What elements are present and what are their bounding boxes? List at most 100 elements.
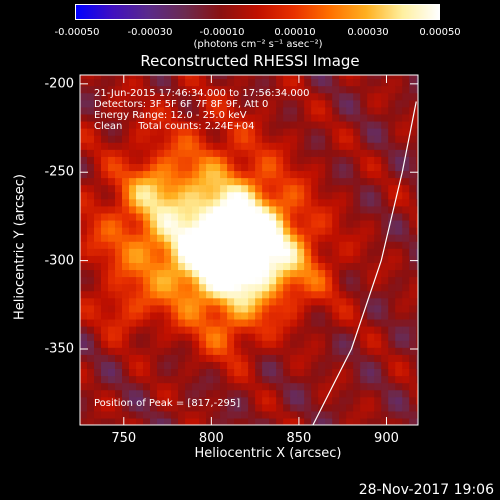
- heatmap-cell: [332, 78, 340, 87]
- heatmap-cell: [360, 276, 368, 285]
- heatmap-cell: [318, 198, 326, 207]
- heatmap-cell: [108, 191, 116, 200]
- heatmap-cell: [311, 106, 319, 115]
- heatmap-cell: [80, 142, 88, 150]
- heatmap-cell: [164, 262, 172, 271]
- counts-annotation: Clean Total counts: 2.24E+04: [94, 121, 255, 132]
- heatmap-cell: [178, 99, 186, 108]
- heatmap-cell: [311, 304, 319, 313]
- heatmap-cell: [227, 347, 235, 355]
- heatmap-cell: [374, 205, 382, 214]
- heatmap-cell: [346, 375, 354, 384]
- heatmap-cell: [199, 163, 207, 172]
- heatmap-cell: [290, 311, 298, 320]
- heatmap-cell: [206, 375, 214, 384]
- heatmap-cell: [248, 382, 256, 391]
- heatmap-cell: [269, 389, 277, 398]
- heatmap-cell: [241, 340, 249, 348]
- heatmap-cell: [416, 106, 418, 115]
- heatmap-cell: [283, 227, 291, 235]
- heatmap-cell: [416, 318, 418, 327]
- heatmap-cell: [101, 417, 109, 425]
- heatmap-cell: [192, 333, 200, 341]
- colorbar: [75, 4, 440, 20]
- heatmap-cell: [297, 255, 305, 263]
- heatmap-cell: [318, 227, 326, 235]
- heatmap-cell: [311, 113, 319, 122]
- heatmap-cell: [332, 269, 340, 278]
- heatmap-cell: [353, 85, 361, 94]
- heatmap-cell: [283, 198, 291, 207]
- heatmap-cell: [269, 368, 277, 377]
- heatmap-cell: [290, 283, 298, 292]
- heatmap-cell: [374, 212, 382, 221]
- heatmap-cell: [122, 184, 130, 193]
- heatmap-cell: [269, 205, 277, 214]
- heatmap-cell: [269, 248, 277, 256]
- heatmap-cell: [248, 354, 256, 362]
- heatmap-cell: [318, 177, 326, 186]
- heatmap-cell: [227, 135, 235, 143]
- heatmap-cell: [332, 396, 340, 405]
- heatmap-cell: [227, 85, 235, 94]
- heatmap-cell: [150, 255, 158, 263]
- heatmap-cell: [290, 340, 298, 348]
- heatmap-cell: [262, 333, 270, 341]
- heatmap-cell: [136, 347, 144, 355]
- heatmap-cell: [241, 212, 249, 221]
- heatmap-cell: [122, 85, 130, 94]
- heatmap-cell: [346, 227, 354, 235]
- heatmap-cell: [241, 318, 249, 327]
- heatmap-cell: [87, 106, 95, 115]
- heatmap-cell: [325, 234, 333, 242]
- heatmap-cell: [402, 318, 410, 327]
- heatmap-cell: [332, 382, 340, 391]
- heatmap-cell: [395, 184, 403, 193]
- heatmap-cell: [290, 290, 298, 299]
- heatmap-cell: [171, 361, 179, 370]
- heatmap-cell: [374, 269, 382, 278]
- heatmap-cell: [227, 113, 235, 122]
- heatmap-cell: [199, 354, 207, 362]
- heatmap-cell: [220, 333, 228, 341]
- heatmap-cell: [206, 417, 214, 425]
- heatmap-cell: [332, 128, 340, 136]
- heatmap-cell: [297, 120, 305, 129]
- heatmap-cell: [241, 85, 249, 94]
- heatmap-cell: [101, 290, 109, 299]
- heatmap-cell: [136, 177, 144, 186]
- heatmap-cell: [262, 417, 270, 425]
- heatmap-cell: [283, 99, 291, 108]
- heatmap-cell: [213, 368, 221, 377]
- heatmap-cell: [143, 170, 151, 179]
- heatmap-cell: [94, 361, 102, 370]
- heatmap-cell: [346, 382, 354, 391]
- heatmap-cell: [101, 326, 109, 334]
- heatmap-cell: [367, 212, 375, 221]
- heatmap-cell: [255, 227, 263, 235]
- heatmap-cell: [199, 227, 207, 235]
- heatmap-cell: [325, 212, 333, 221]
- heatmap-cell: [94, 389, 102, 398]
- heatmap-cell: [248, 120, 256, 129]
- heatmap-cell: [164, 219, 172, 228]
- heatmap-cell: [108, 184, 116, 193]
- heatmap-cell: [416, 297, 418, 306]
- heatmap-cell: [220, 135, 228, 143]
- heatmap-cell: [276, 368, 284, 377]
- heatmap-cell: [388, 227, 396, 235]
- heatmap-cell: [164, 248, 172, 256]
- heatmap-cell: [304, 326, 312, 334]
- heatmap-cell: [360, 212, 368, 221]
- heatmap-cell: [80, 85, 88, 94]
- heatmap-cell: [388, 205, 396, 214]
- heatmap-cell: [108, 276, 116, 285]
- heatmap-cell: [360, 389, 368, 398]
- heatmap-cell: [171, 347, 179, 355]
- heatmap-cell: [171, 262, 179, 271]
- heatmap-cell: [115, 191, 123, 200]
- heatmap-cell: [178, 241, 186, 249]
- heatmap-cell: [304, 177, 312, 186]
- chart-title: Reconstructed RHESSI Image: [140, 52, 360, 70]
- heatmap-cell: [409, 269, 417, 278]
